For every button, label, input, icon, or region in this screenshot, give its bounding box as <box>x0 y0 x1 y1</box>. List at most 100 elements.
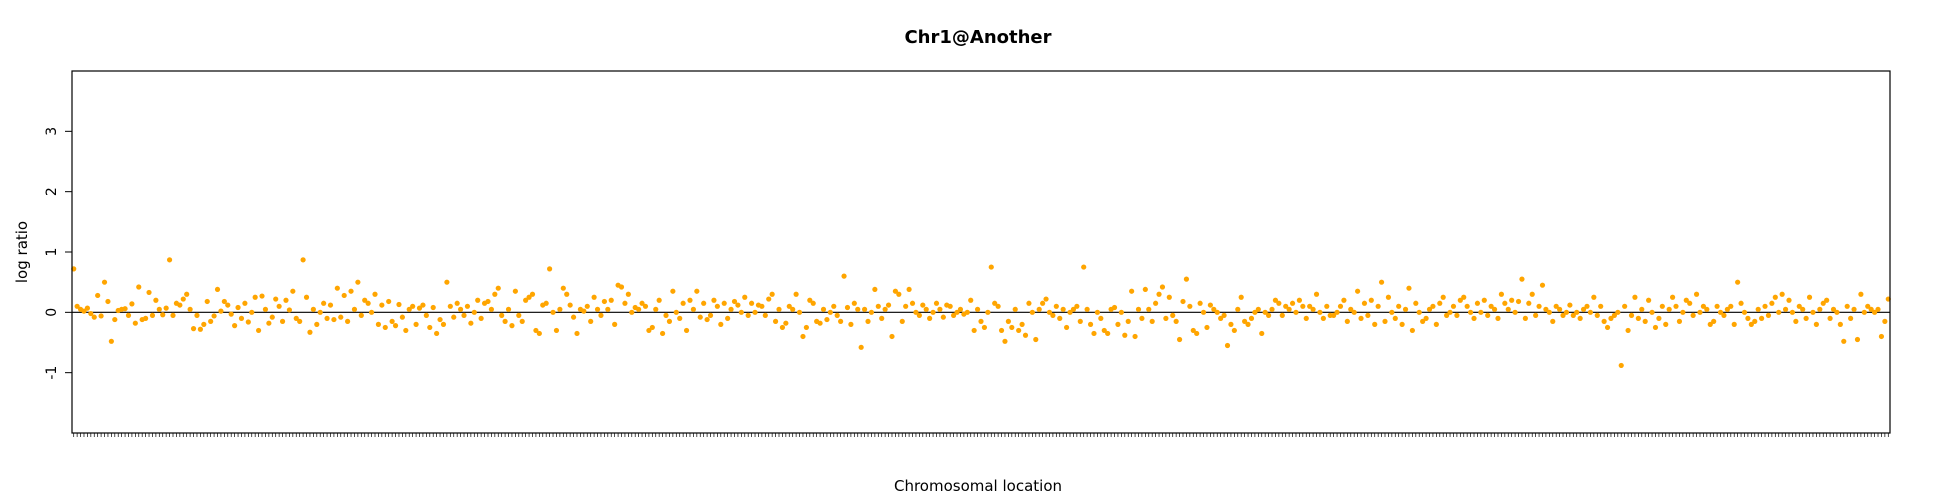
data-point <box>146 289 152 296</box>
data-point <box>1385 294 1392 300</box>
data-point <box>122 306 128 312</box>
y-tick-label: 3 <box>44 127 60 136</box>
data-point <box>1601 318 1607 324</box>
data-point <box>1060 306 1066 312</box>
data-point <box>855 306 861 312</box>
data-point <box>1854 336 1861 343</box>
data-point <box>766 296 772 302</box>
data-point <box>1265 312 1272 318</box>
data-point <box>1666 306 1672 312</box>
data-point <box>1012 306 1018 312</box>
data-point <box>1252 309 1258 315</box>
data-point <box>475 297 481 303</box>
data-point <box>1002 338 1008 344</box>
data-point <box>834 312 840 318</box>
data-point <box>1331 312 1337 318</box>
data-point <box>416 305 423 311</box>
data-point <box>629 309 635 315</box>
data-point <box>1153 300 1159 306</box>
data-point <box>968 297 974 303</box>
data-point <box>1262 309 1268 315</box>
data-point <box>249 309 255 315</box>
data-point <box>420 302 426 308</box>
data-point <box>618 284 625 290</box>
data-point <box>197 326 203 332</box>
data-point <box>1765 312 1772 318</box>
data-point <box>1717 309 1724 315</box>
data-point <box>1844 303 1850 309</box>
data-point <box>1793 318 1799 324</box>
data-point <box>1731 321 1737 327</box>
data-point <box>1848 315 1854 321</box>
data-point <box>1474 300 1481 306</box>
data-point <box>1741 309 1748 315</box>
data-point <box>1067 309 1073 315</box>
data-point <box>673 309 679 315</box>
data-point <box>1183 276 1190 282</box>
data-point <box>1406 285 1412 291</box>
data-point <box>1680 309 1686 315</box>
data-point <box>642 303 649 309</box>
data-point <box>1317 309 1323 315</box>
data-point <box>1423 315 1429 321</box>
data-point <box>1036 306 1042 312</box>
data-point <box>584 303 590 309</box>
data-point <box>1211 306 1217 312</box>
data-point <box>1132 333 1138 340</box>
data-point <box>125 312 132 318</box>
data-point <box>1269 306 1275 312</box>
data-point <box>1824 297 1830 303</box>
data-point <box>1707 321 1713 327</box>
data-point <box>1300 303 1306 309</box>
data-point <box>526 294 532 300</box>
data-point <box>1115 321 1121 327</box>
data-point <box>1690 312 1696 318</box>
data-point <box>184 291 190 297</box>
data-point <box>1851 306 1857 312</box>
data-point <box>1687 300 1693 306</box>
data-point <box>1337 303 1344 309</box>
data-point <box>690 306 697 312</box>
data-point <box>129 301 135 307</box>
data-point <box>557 306 563 312</box>
data-point <box>1810 309 1816 315</box>
data-point <box>1019 321 1025 327</box>
data-point <box>1683 297 1689 303</box>
data-point <box>1813 321 1819 327</box>
data-point <box>1358 315 1364 321</box>
data-point <box>707 312 714 318</box>
data-point <box>1752 318 1758 324</box>
data-point <box>471 309 477 315</box>
data-point <box>1320 315 1326 321</box>
data-point <box>1139 315 1145 321</box>
data-point <box>920 302 926 308</box>
data-point <box>957 306 964 312</box>
data-point <box>454 300 460 306</box>
data-point <box>355 279 361 285</box>
data-point <box>591 294 597 300</box>
data-point <box>1402 306 1409 312</box>
data-point <box>1533 312 1539 318</box>
data-point <box>334 285 340 291</box>
data-point <box>1485 312 1491 318</box>
data-point <box>1454 312 1460 318</box>
data-point <box>1478 309 1484 315</box>
data-point <box>1214 309 1220 315</box>
data-point <box>502 318 508 324</box>
data-point <box>776 306 782 312</box>
data-point <box>694 288 700 294</box>
data-point <box>533 327 539 334</box>
data-point <box>457 306 464 312</box>
data-point <box>1173 318 1179 324</box>
data-point <box>262 306 269 312</box>
data-point <box>779 324 786 331</box>
data-point <box>1283 303 1289 309</box>
data-point <box>1515 298 1522 305</box>
data-point <box>437 316 443 323</box>
data-point <box>1029 309 1035 315</box>
data-point <box>714 303 720 309</box>
data-point <box>1827 315 1833 321</box>
data-point <box>327 302 334 308</box>
data-point <box>608 297 614 303</box>
